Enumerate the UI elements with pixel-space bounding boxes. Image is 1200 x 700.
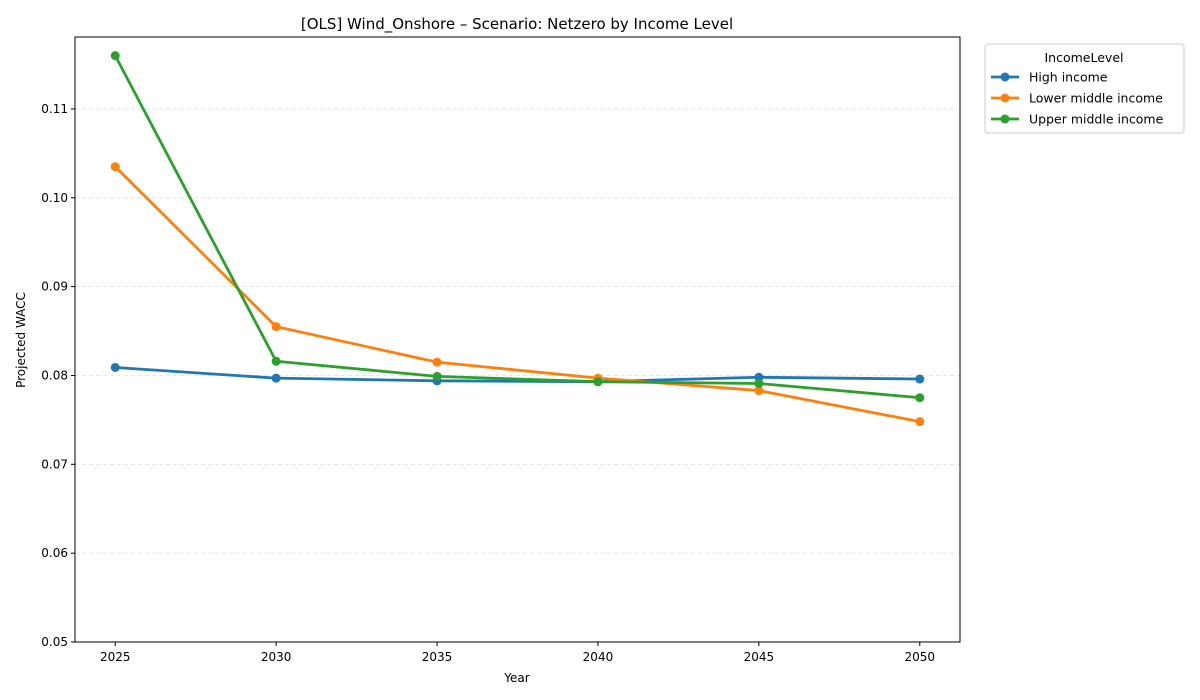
legend-entry-lower-middle-income: Lower middle income [991, 91, 1163, 106]
x-axis-label: Year [503, 671, 529, 685]
data-point-high-income [754, 372, 764, 382]
data-point-upper-middle-income [110, 51, 120, 61]
y-tick-label: 0.08 [41, 368, 68, 382]
legend-swatch-marker [1000, 93, 1010, 103]
y-tick-label: 0.05 [41, 635, 68, 649]
data-point-lower-middle-income [754, 386, 764, 396]
legend-label: High income [1029, 70, 1108, 85]
legend-swatch-marker [1000, 72, 1010, 82]
data-point-lower-middle-income [432, 357, 442, 367]
data-point-upper-middle-income [593, 377, 603, 387]
x-axis: 2025 2030 2035 2040 2045 2050 [100, 642, 935, 664]
data-point-high-income [271, 373, 281, 383]
y-tick-label: 0.07 [41, 457, 68, 471]
data-point-high-income [110, 362, 120, 372]
legend-swatch-marker [1000, 114, 1010, 124]
x-tick-label: 2035 [422, 650, 453, 664]
y-tick-label: 0.09 [41, 280, 68, 294]
legend-label: Lower middle income [1029, 91, 1163, 106]
y-tick-label: 0.11 [41, 102, 68, 116]
legend-box [984, 43, 1185, 134]
legend-entry-high-income: High income [991, 70, 1108, 85]
legend-title: IncomeLevel [1045, 50, 1124, 65]
chart-title: [OLS] Wind_Onshore – Scenario: Netzero b… [301, 15, 733, 34]
series-upper-middle-income [110, 51, 925, 403]
series-line-high-income [113, 366, 922, 384]
y-axis: 0.05 0.06 0.07 0.08 0.09 0.10 0.11 [41, 102, 75, 649]
series-layer [110, 51, 925, 427]
y-tick-label: 0.06 [41, 546, 68, 560]
grid-layer [75, 108, 960, 554]
series-line-upper-middle-income [113, 54, 922, 400]
x-tick-label: 2050 [904, 650, 935, 664]
x-tick-label: 2045 [744, 650, 775, 664]
series-line-lower-middle-income [113, 165, 922, 424]
data-point-high-income [915, 374, 925, 384]
legend-entry-upper-middle-income: Upper middle income [991, 112, 1164, 127]
data-point-upper-middle-income [432, 371, 442, 381]
data-point-lower-middle-income [271, 322, 281, 332]
data-point-lower-middle-income [110, 162, 120, 172]
series-high-income [110, 362, 925, 387]
series-lower-middle-income [110, 162, 925, 427]
y-axis-label: Projected WACC [14, 292, 28, 388]
x-tick-label: 2025 [100, 650, 131, 664]
plot-frame [74, 36, 961, 643]
data-point-lower-middle-income [915, 417, 925, 427]
data-point-upper-middle-income [915, 393, 925, 403]
x-tick-label: 2030 [261, 650, 292, 664]
legend: IncomeLevel High income Lower middle inco… [984, 43, 1185, 134]
y-tick-label: 0.10 [41, 191, 68, 205]
legend-label: Upper middle income [1029, 112, 1164, 127]
data-point-upper-middle-income [271, 356, 281, 366]
data-point-upper-middle-income [754, 378, 764, 388]
x-tick-label: 2040 [583, 650, 614, 664]
